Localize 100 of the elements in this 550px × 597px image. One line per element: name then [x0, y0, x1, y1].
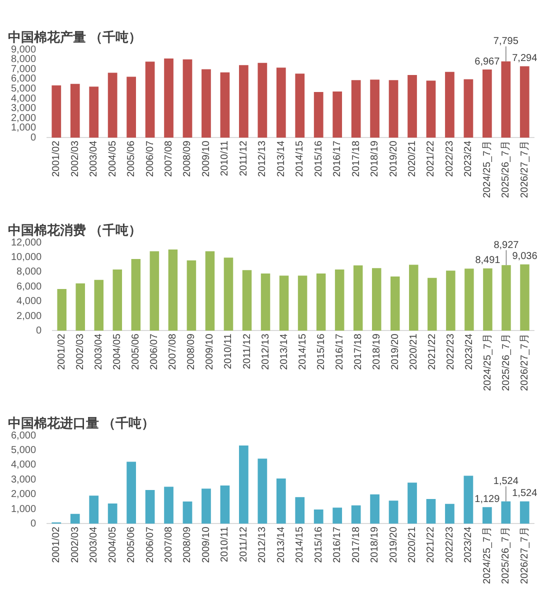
x-tick-label: 2025/26_7月	[500, 140, 512, 198]
chart-title: 中国棉花产量 （千吨）	[8, 29, 142, 44]
x-tick-label: 2003/04	[88, 140, 100, 177]
x-tick-label: 2005/06	[126, 140, 138, 177]
bar	[388, 500, 398, 524]
x-tick-label: 2002/03	[75, 333, 86, 370]
y-tick-label: 1,000	[10, 122, 36, 134]
bar	[224, 258, 234, 331]
data-label: 1,524	[512, 488, 538, 500]
x-tick-label: 2014/15	[294, 526, 306, 563]
bar	[276, 478, 286, 524]
x-tick-label: 2020/21	[407, 526, 418, 563]
y-tick-label: 4,000	[10, 460, 36, 471]
x-tick-label: 2024/25_7月	[482, 140, 493, 198]
data-label: 6,967	[474, 56, 500, 68]
bar	[76, 283, 85, 331]
bar	[334, 270, 344, 331]
bar	[182, 502, 192, 524]
bar	[89, 86, 99, 138]
bar	[426, 80, 436, 138]
y-tick-label: 8,000	[10, 54, 36, 66]
bar	[351, 80, 361, 138]
chart-title: 中国棉花进口量 （千吨）	[8, 415, 155, 430]
data-label: 9,036	[512, 251, 538, 262]
x-tick-label: 2013/14	[276, 526, 287, 563]
bar	[483, 268, 492, 331]
bar	[426, 499, 436, 524]
x-tick-label: 2023/24	[463, 140, 474, 177]
x-tick-label: 2017/18	[350, 140, 362, 177]
x-tick-label: 2016/17	[332, 526, 344, 563]
bar	[108, 72, 118, 138]
bar	[202, 488, 211, 524]
bar	[276, 68, 286, 138]
x-tick-label: 2024/25_7月	[482, 334, 494, 392]
y-tick-label: 7,000	[10, 64, 36, 75]
x-tick-label: 2007/08	[164, 526, 175, 563]
bar	[502, 265, 511, 331]
y-tick-label: 1,000	[10, 504, 36, 515]
bar	[520, 264, 530, 331]
x-tick-label: 2026/27_7月	[519, 526, 530, 584]
bar	[220, 486, 230, 524]
bar	[279, 276, 289, 331]
bar	[126, 76, 136, 138]
x-tick-label: 2023/24	[463, 526, 474, 563]
x-tick-label: 2009/10	[204, 333, 216, 370]
bar	[260, 273, 270, 331]
y-tick-label: 3,000	[10, 474, 36, 486]
x-tick-label: 2008/09	[182, 526, 194, 563]
x-tick-label: 2021/22	[426, 333, 438, 370]
bar	[445, 72, 454, 138]
bar	[182, 59, 192, 138]
x-tick-label: 2010/11	[220, 526, 231, 562]
bar	[186, 260, 196, 331]
y-tick-label: 5,000	[10, 445, 36, 456]
y-tick-label: 2,000	[10, 112, 36, 124]
bar	[298, 276, 308, 331]
y-tick-label: 4,000	[16, 296, 42, 308]
x-tick-label: 2001/02	[51, 526, 62, 563]
y-tick-label: 2,000	[16, 310, 42, 322]
data-label: 8,491	[475, 255, 501, 266]
data-label: 8,927	[494, 240, 520, 251]
x-tick-label: 2015/16	[313, 140, 324, 177]
x-tick-label: 2022/23	[444, 526, 456, 563]
x-tick-label: 2005/06	[130, 333, 142, 370]
bar	[409, 264, 418, 331]
x-tick-label: 2021/22	[426, 140, 437, 177]
bar	[464, 476, 474, 524]
y-tick-label: 9,000	[10, 44, 36, 56]
bar	[316, 273, 326, 331]
bar	[205, 251, 215, 331]
x-tick-label: 2025/26_7月	[500, 334, 512, 392]
bar	[408, 74, 417, 138]
x-tick-label: 2006/07	[144, 140, 156, 177]
y-tick-label: 10,000	[10, 252, 42, 264]
bar	[388, 80, 398, 138]
x-tick-label: 2024/25_7月	[482, 526, 493, 584]
bar	[295, 497, 305, 524]
x-tick-label: 2011/12	[238, 526, 250, 562]
x-tick-label: 2007/08	[164, 140, 175, 177]
x-tick-label: 2022/23	[444, 140, 456, 177]
bar	[242, 270, 252, 331]
bar	[89, 496, 99, 524]
bar	[482, 507, 492, 524]
x-tick-label: 2002/03	[70, 140, 81, 177]
data-label: 1,524	[493, 476, 519, 488]
bar	[332, 508, 342, 524]
y-tick-label: 12,000	[10, 237, 42, 248]
bar	[258, 458, 268, 524]
x-tick-label: 2005/06	[126, 526, 138, 563]
x-tick-label: 2010/11	[223, 333, 234, 370]
x-tick-label: 2015/16	[313, 526, 324, 563]
x-tick-label: 2019/20	[388, 140, 400, 177]
bar	[57, 289, 66, 331]
x-tick-label: 2008/09	[186, 333, 198, 370]
x-tick-label: 2026/27_7月	[519, 334, 530, 392]
x-tick-label: 2009/10	[200, 526, 212, 563]
x-tick-label: 2011/12	[238, 140, 250, 176]
x-tick-label: 2013/14	[276, 140, 287, 177]
x-tick-label: 2019/20	[388, 526, 400, 563]
x-tick-label: 2018/19	[371, 333, 382, 370]
